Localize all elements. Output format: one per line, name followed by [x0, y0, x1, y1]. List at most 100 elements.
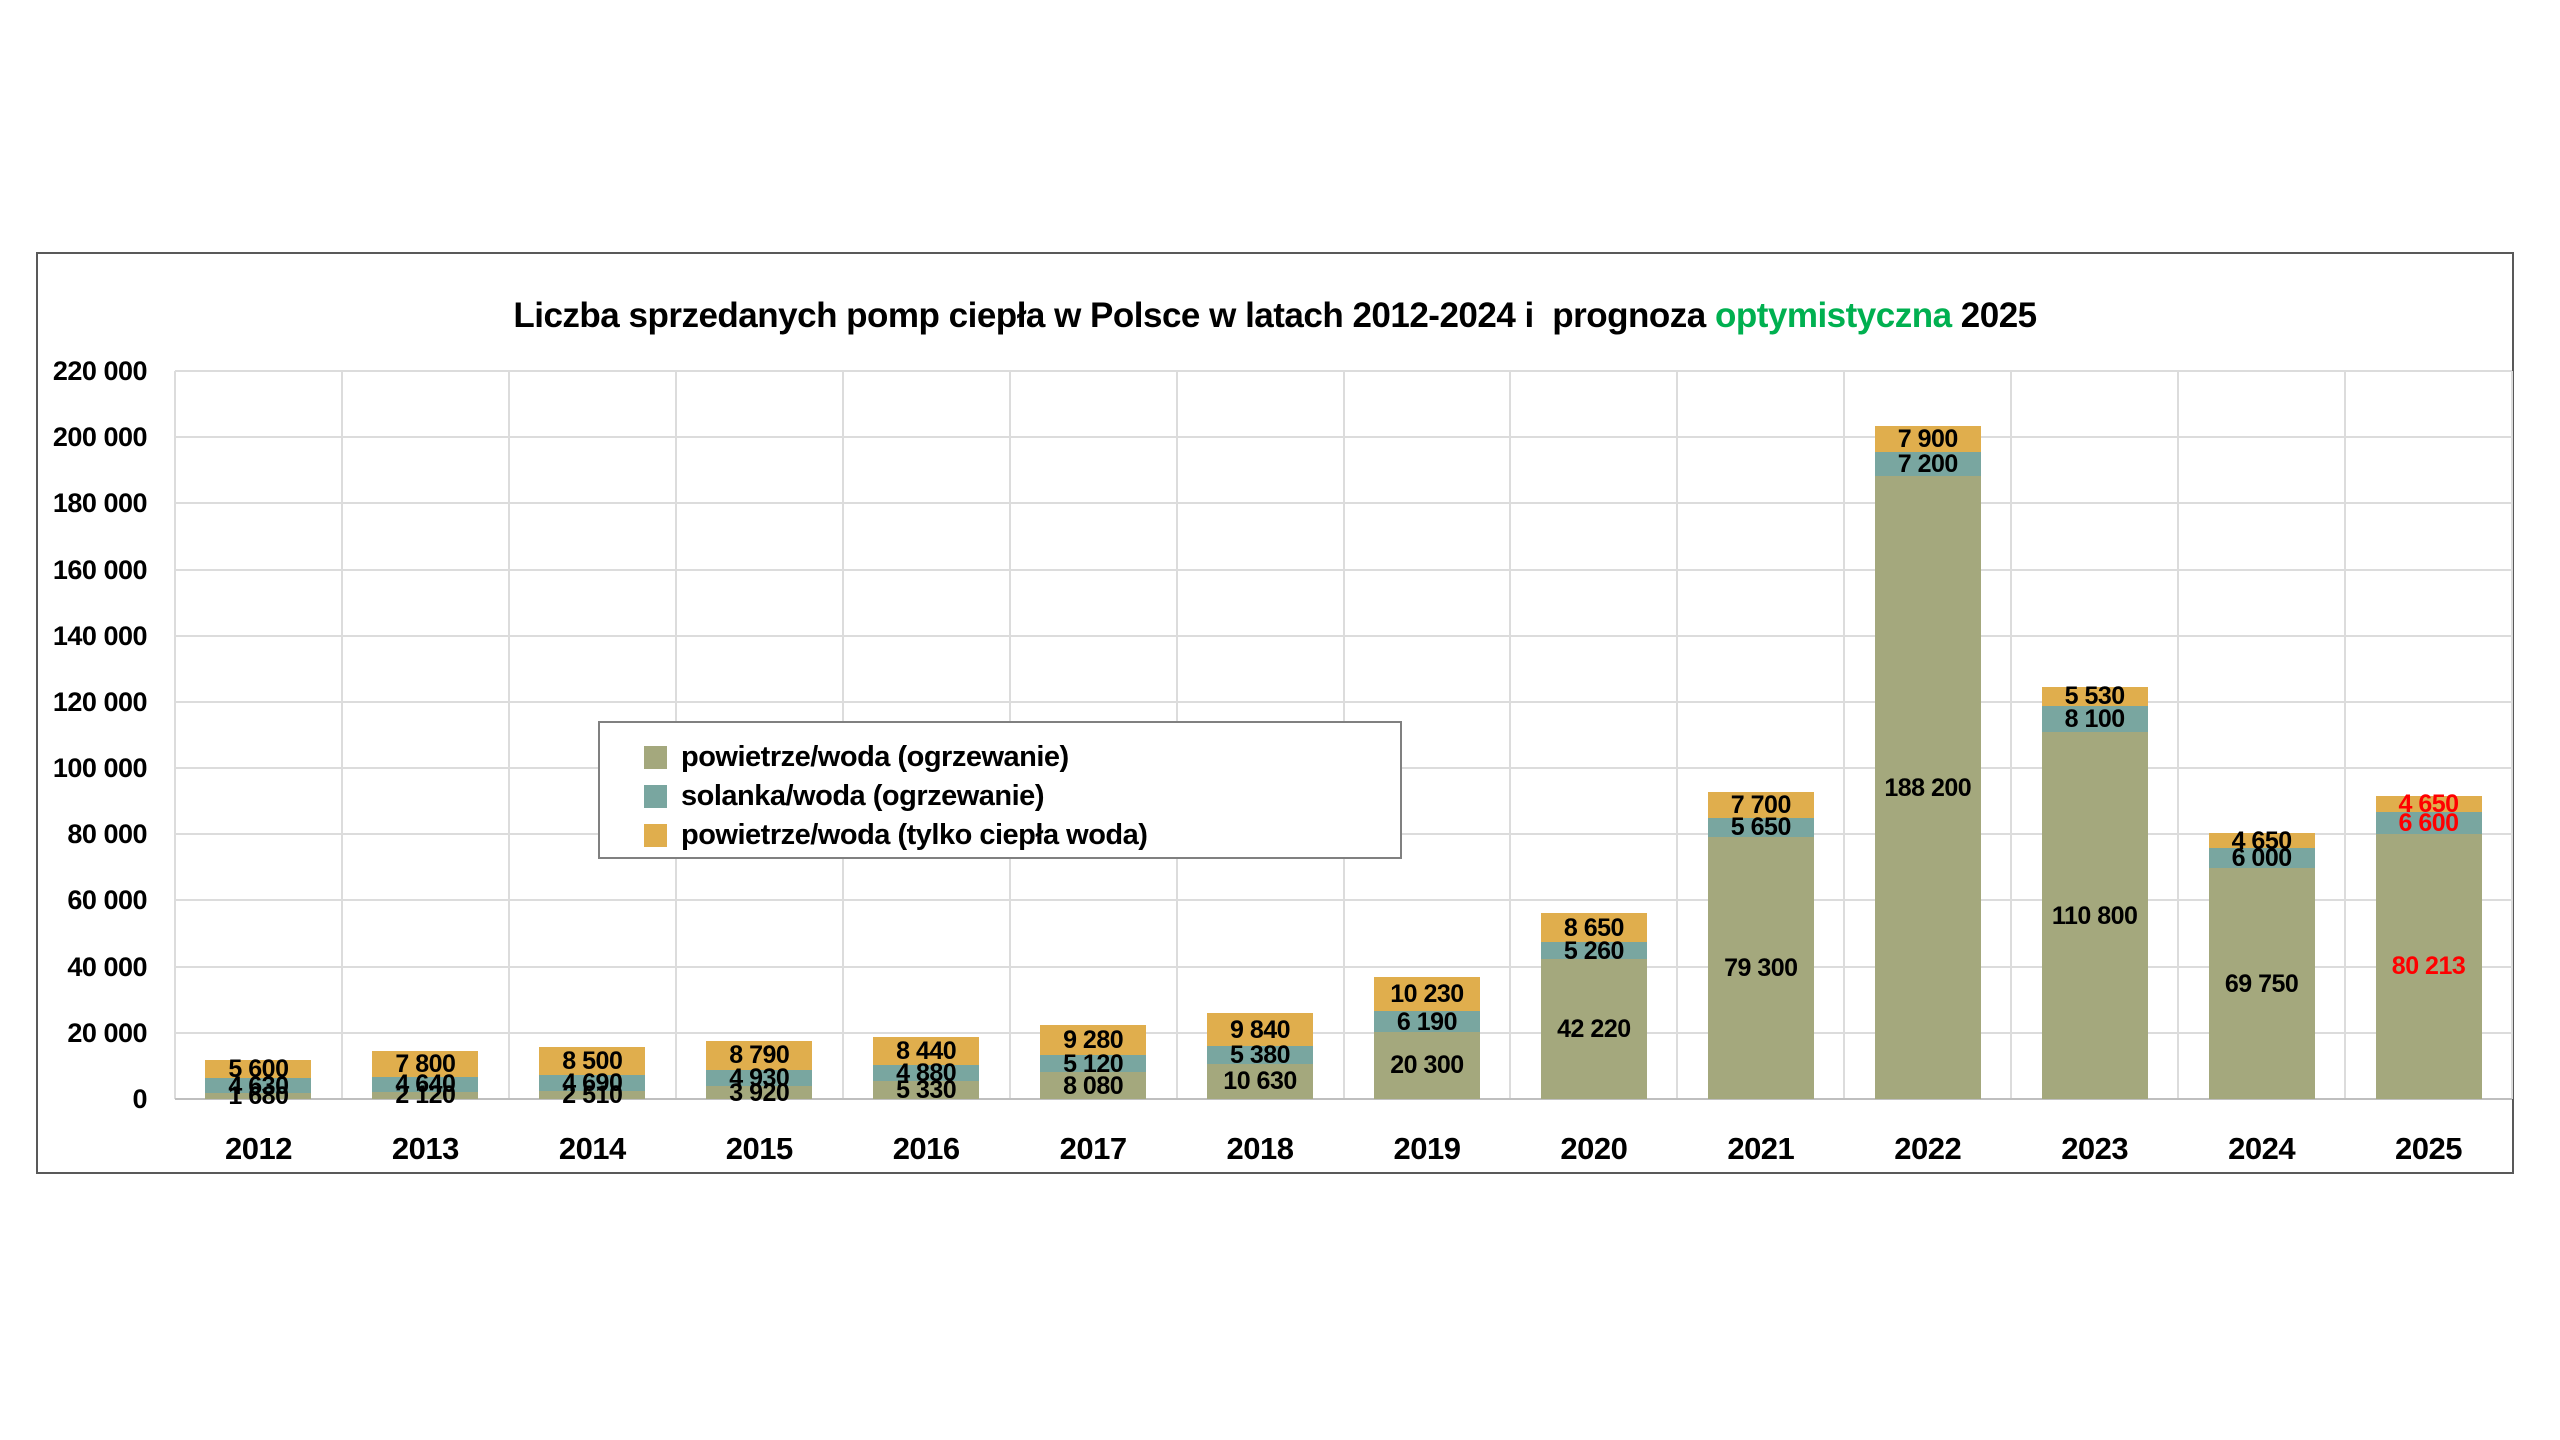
x-axis-label: 2020 — [1560, 1131, 1628, 1166]
bar-value-label: 4 930 — [729, 1063, 790, 1092]
bar-segment — [873, 1037, 980, 1066]
bar-value-label: 5 380 — [1230, 1040, 1291, 1069]
gridline-horizontal — [175, 634, 2512, 637]
bar-segment — [873, 1081, 980, 1099]
bar-segment — [1373, 1011, 1480, 1032]
gridline-vertical — [2010, 371, 2013, 1099]
bar-segment — [205, 1093, 312, 1099]
x-axis-label: 2023 — [2061, 1131, 2129, 1166]
bar-value-label: 3 920 — [729, 1078, 790, 1107]
bar-segment — [1373, 1031, 1480, 1099]
bar-value-label: 7 200 — [1897, 450, 1959, 479]
gridline-horizontal — [175, 502, 2512, 505]
bar-value-label: 7 700 — [1730, 791, 1792, 820]
bar-value-label: 5 650 — [1730, 813, 1792, 842]
gridline-horizontal — [175, 899, 2512, 902]
x-axis-label: 2017 — [1059, 1131, 1127, 1166]
legend-label: powietrze/woda (ogrzewanie) — [681, 740, 1069, 773]
gridline-vertical — [174, 371, 176, 1099]
x-axis-label: 2019 — [1393, 1131, 1461, 1166]
bar-segment — [1707, 817, 1814, 837]
y-axis-tick: 160 000 — [52, 554, 148, 585]
bar-segment — [706, 1069, 813, 1087]
bar-value-label: 5 260 — [1563, 936, 1625, 965]
x-axis-label: 2016 — [892, 1131, 960, 1166]
bar-segment — [1874, 476, 1981, 1099]
bar-segment — [1707, 836, 1814, 1099]
y-axis-tick: 40 000 — [67, 951, 147, 982]
gridline-horizontal — [175, 965, 2512, 968]
y-axis-tick: 60 000 — [67, 885, 147, 916]
x-axis-label: 2021 — [1727, 1131, 1795, 1166]
bar-segment — [1207, 1063, 1314, 1099]
bar-segment — [2208, 832, 2315, 849]
bar-segment — [2375, 796, 2482, 812]
gridline-horizontal — [175, 1031, 2512, 1034]
bar-value-label: 4 690 — [562, 1068, 623, 1097]
bar-value-label: 8 440 — [896, 1037, 957, 1066]
legend-label: powietrze/woda (tylko ciepła woda) — [681, 818, 1148, 851]
bar-value-label: 8 080 — [1063, 1071, 1124, 1100]
bar-segment — [1540, 941, 1647, 960]
gridline-vertical — [1843, 371, 1846, 1099]
legend-swatch — [644, 823, 667, 847]
bar-value-label: 1 680 — [228, 1082, 289, 1111]
y-axis-tick: 220 000 — [52, 356, 148, 386]
chart-title-prefix: Liczba sprzedanych pomp ciepła w Polsce … — [513, 296, 1715, 335]
legend-item: powietrze/woda (tylko ciepła woda) — [644, 818, 1400, 852]
y-axis-tick: 200 000 — [52, 422, 148, 453]
gridline-horizontal — [175, 700, 2512, 703]
gridline-vertical — [2177, 371, 2180, 1099]
bar-value-label: 4 630 — [228, 1071, 289, 1100]
bar-segment — [706, 1040, 813, 1070]
bar-value-label: 110 800 — [2051, 901, 2138, 930]
legend-item: powietrze/woda (ogrzewanie) — [644, 740, 1400, 774]
gridline-horizontal — [175, 568, 2512, 571]
gridline-horizontal — [175, 370, 2512, 372]
bar-value-label: 5 600 — [228, 1054, 289, 1083]
bar-segment — [2041, 732, 2148, 1099]
bar-value-label: 4 650 — [2398, 790, 2460, 819]
bar-value-label: 9 840 — [1230, 1015, 1291, 1044]
x-axis-label: 2024 — [2228, 1131, 2296, 1166]
chart-title-suffix: 2025 — [1951, 296, 2037, 335]
bar-value-label: 7 900 — [1897, 425, 1959, 454]
bar-value-label: 5 330 — [896, 1076, 957, 1105]
bar-segment — [2041, 687, 2148, 706]
bar-value-label: 4 640 — [395, 1070, 456, 1099]
bar-value-label: 20 300 — [1390, 1051, 1464, 1080]
x-axis-label: 2025 — [2395, 1131, 2463, 1166]
bar-segment — [372, 1050, 479, 1077]
bar-value-label: 80 213 — [2391, 952, 2466, 981]
bar-value-label: 4 650 — [2231, 826, 2293, 855]
gridline-vertical — [1509, 371, 1512, 1099]
gridline-vertical — [507, 371, 510, 1099]
bar-segment — [1373, 977, 1480, 1012]
bar-segment — [205, 1059, 312, 1079]
bar-segment — [372, 1091, 479, 1099]
y-axis-tick: 100 000 — [52, 753, 148, 784]
bar-segment — [1040, 1024, 1147, 1056]
legend-swatch — [644, 784, 667, 808]
bar-segment — [2208, 848, 2315, 869]
bar-value-label: 79 300 — [1724, 953, 1798, 982]
bar-segment — [706, 1086, 813, 1099]
x-axis-label: 2013 — [391, 1131, 459, 1166]
bar-value-label: 8 500 — [562, 1047, 623, 1076]
bar-value-label: 5 120 — [1063, 1049, 1124, 1078]
y-axis-tick: 140 000 — [52, 620, 148, 651]
bar-segment — [873, 1065, 980, 1082]
x-axis-label: 2018 — [1226, 1131, 1294, 1166]
gridline-horizontal — [175, 436, 2512, 439]
bar-segment — [205, 1078, 312, 1094]
y-axis-tick: 80 000 — [67, 819, 147, 850]
bar-segment — [1040, 1072, 1147, 1099]
y-axis-tick: 0 — [132, 1084, 147, 1114]
bar-segment — [1874, 426, 1981, 453]
chart-title: Liczba sprzedanych pomp ciepła w Polsce … — [38, 296, 2512, 336]
x-axis-label: 2012 — [224, 1131, 292, 1166]
gridline-horizontal — [175, 1098, 2512, 1100]
bar-segment — [1207, 1013, 1314, 1046]
bar-segment — [539, 1090, 646, 1099]
